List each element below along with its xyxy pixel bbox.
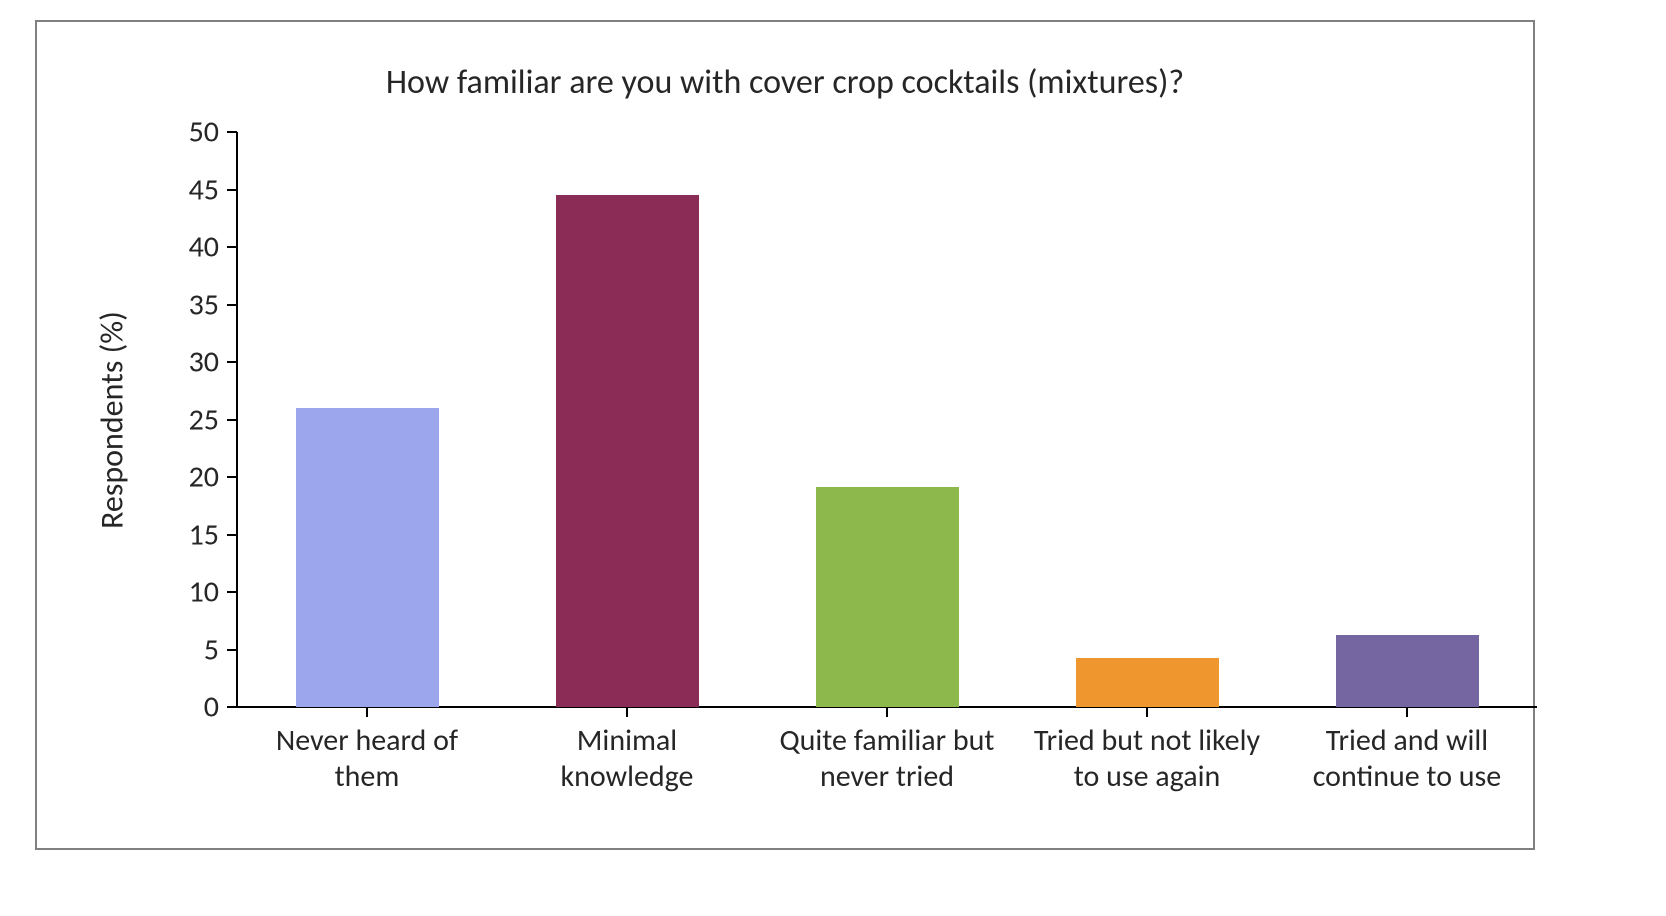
y-tick-mark <box>227 419 237 421</box>
x-tick-label: Never heard of them <box>247 723 486 795</box>
y-tick-mark <box>227 591 237 593</box>
y-tick-label: 25 <box>139 401 219 438</box>
x-tick-label: Tried but not likely to use again <box>1027 723 1266 795</box>
y-tick-label: 10 <box>139 574 219 611</box>
y-axis-title: Respondents (%) <box>93 311 132 529</box>
y-tick-label: 5 <box>139 631 219 668</box>
x-tick-label: Minimal knowledge <box>507 723 746 795</box>
plot-area: 05101520253035404550Never heard of themM… <box>237 132 1537 707</box>
y-tick-mark <box>227 649 237 651</box>
bar <box>296 408 439 707</box>
x-tick-mark <box>1406 707 1408 717</box>
y-tick-mark <box>227 476 237 478</box>
y-tick-label: 30 <box>139 344 219 381</box>
y-tick-mark <box>227 131 237 133</box>
x-tick-label: Quite familiar but never tried <box>767 723 1006 795</box>
x-tick-mark <box>626 707 628 717</box>
y-tick-mark <box>227 361 237 363</box>
y-tick-label: 0 <box>139 689 219 726</box>
x-tick-label: Tried and will continue to use <box>1287 723 1526 795</box>
y-tick-label: 45 <box>139 171 219 208</box>
x-tick-mark <box>1146 707 1148 717</box>
y-tick-mark <box>227 304 237 306</box>
bar <box>816 487 959 707</box>
y-tick-mark <box>227 246 237 248</box>
y-tick-mark <box>227 706 237 708</box>
y-tick-label: 15 <box>139 516 219 553</box>
bar <box>1076 658 1219 707</box>
y-tick-mark <box>227 189 237 191</box>
bar <box>556 195 699 707</box>
chart-title: How familiar are you with cover crop coc… <box>37 62 1533 103</box>
y-tick-label: 35 <box>139 286 219 323</box>
bar <box>1336 635 1479 707</box>
y-tick-mark <box>227 534 237 536</box>
y-tick-label: 40 <box>139 229 219 266</box>
x-tick-mark <box>366 707 368 717</box>
y-tick-label: 50 <box>139 114 219 151</box>
chart-frame: How familiar are you with cover crop coc… <box>35 20 1535 850</box>
y-tick-label: 20 <box>139 459 219 496</box>
x-tick-mark <box>886 707 888 717</box>
